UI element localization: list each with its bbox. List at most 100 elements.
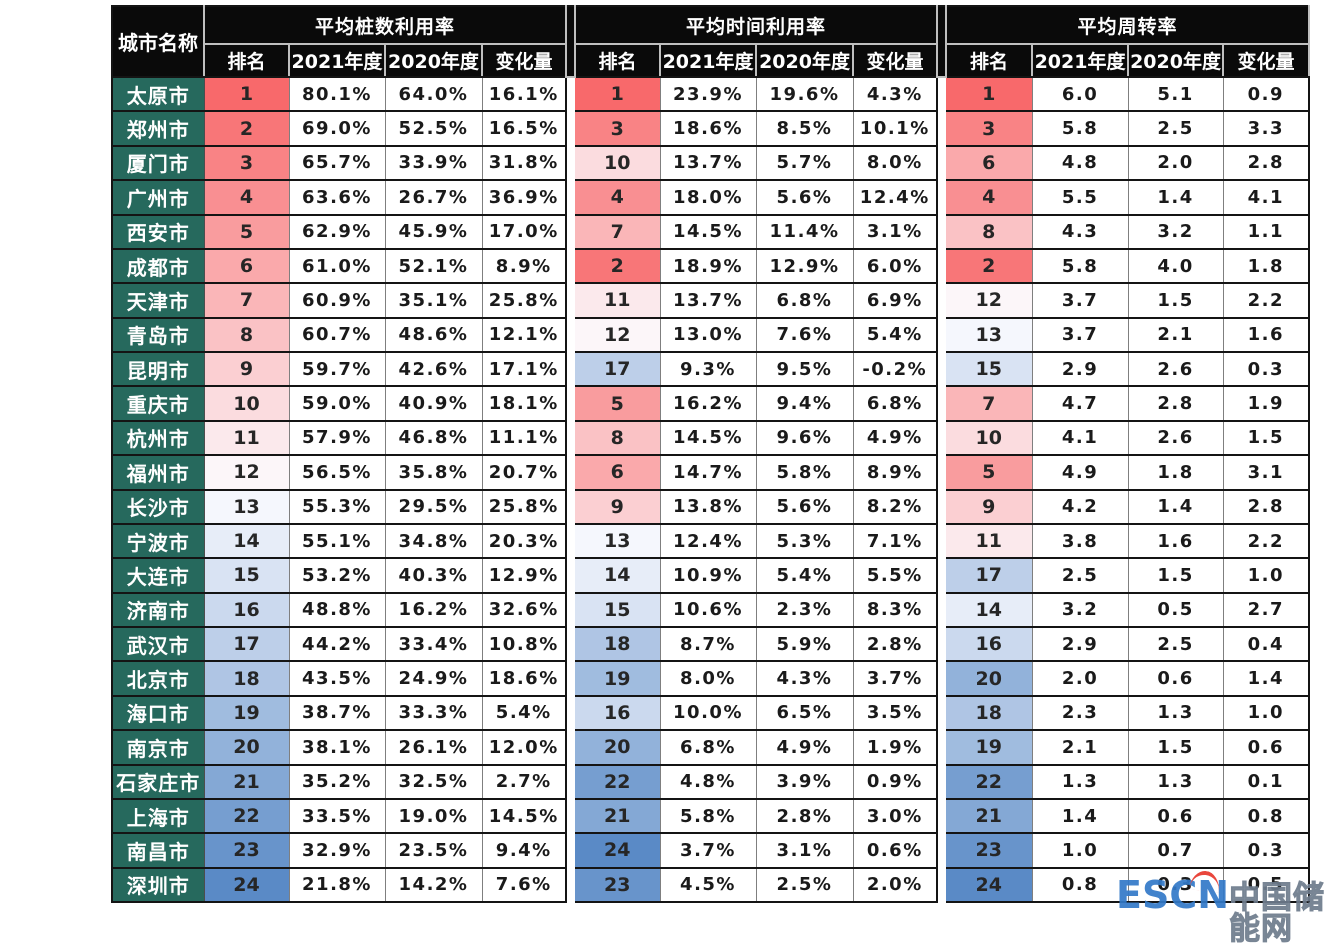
- group-header-time-utilization: 平均时间利用率: [574, 5, 939, 45]
- rank-cell-group1: 5: [204, 214, 290, 250]
- value-cell-y2021-group1: 55.1%: [289, 523, 386, 560]
- value-cell-y2020-group3: 1.5: [1128, 730, 1224, 766]
- group-gap-cell: [937, 489, 947, 525]
- subheader-y2021-group3: 2021年度: [1031, 43, 1130, 78]
- value-cell-delta-group1: 20.7%: [482, 455, 568, 491]
- rank-cell-group2: 1: [575, 77, 661, 113]
- rank-cell-group1: 11: [204, 420, 290, 457]
- value-cell-y2021-group1: 59.7%: [289, 352, 386, 388]
- rank-cell-group1: 21: [204, 764, 290, 800]
- table-row: 宁波市 14 55.1% 34.8% 20.3% 13 12.4% 5.3% 7.1% 11 3.8…: [111, 523, 1311, 560]
- value-cell-y2020-group3: 0.6: [1128, 661, 1224, 697]
- value-cell-y2020-group2: 6.8%: [756, 283, 854, 319]
- group-gap-cell: [937, 661, 947, 697]
- value-cell-delta-group2: -0.2%: [853, 352, 939, 388]
- table-row: 太原市 1 80.1% 64.0% 16.1% 1 23.9% 19.6% 4.3% 1 6.0 5.…: [111, 77, 1311, 113]
- value-cell-y2021-group1: 21.8%: [289, 867, 386, 904]
- value-cell-delta-group1: 12.1%: [482, 317, 568, 354]
- value-cell-y2021-group3: 2.3: [1032, 695, 1129, 732]
- rank-cell-group3: 22: [946, 764, 1033, 800]
- city-cell: 长沙市: [111, 489, 205, 525]
- rank-cell-group2: 15: [575, 592, 661, 629]
- value-cell-y2020-group1: 32.5%: [385, 764, 483, 800]
- value-cell-y2021-group3: 4.9: [1032, 455, 1129, 491]
- city-cell: 济南市: [111, 592, 205, 629]
- value-cell-y2021-group3: 5.8: [1032, 248, 1129, 285]
- value-cell-y2020-group3: 0.6: [1128, 798, 1224, 835]
- value-cell-delta-group2: 6.9%: [853, 283, 939, 319]
- value-cell-y2021-group3: 4.7: [1032, 386, 1129, 422]
- value-cell-y2021-group1: 56.5%: [289, 455, 386, 491]
- table-row: 厦门市 3 65.7% 33.9% 31.8% 10 13.7% 5.7% 8.0% 6 4.8 2.…: [111, 145, 1311, 182]
- value-cell-delta-group2: 8.3%: [853, 592, 939, 629]
- value-cell-delta-group1: 31.8%: [482, 145, 568, 182]
- value-cell-delta-group2: 4.3%: [853, 77, 939, 113]
- value-cell-y2021-group3: 3.7: [1032, 283, 1129, 319]
- value-cell-delta-group2: 5.5%: [853, 558, 939, 594]
- rank-cell-group2: 19: [575, 661, 661, 697]
- value-cell-y2021-group2: 13.0%: [660, 317, 757, 354]
- value-cell-delta-group2: 5.4%: [853, 317, 939, 354]
- group-gap-cell: [937, 180, 947, 216]
- table-row: 武汉市 17 44.2% 33.4% 10.8% 18 8.7% 5.9% 2.8% 16 2.9 2…: [111, 627, 1311, 663]
- subheader-rank-group2: 排名: [574, 43, 662, 78]
- value-cell-y2020-group2: 5.8%: [756, 455, 854, 491]
- value-cell-y2021-group2: 14.5%: [660, 214, 757, 250]
- value-cell-delta-group2: 6.8%: [853, 386, 939, 422]
- value-cell-y2020-group1: 45.9%: [385, 214, 483, 250]
- value-cell-delta-group3: 0.8: [1223, 798, 1311, 835]
- value-cell-delta-group1: 32.6%: [482, 592, 568, 629]
- value-cell-y2020-group3: 3.2: [1128, 214, 1224, 250]
- city-cell: 南京市: [111, 730, 205, 766]
- group-gap-cell: [937, 145, 947, 182]
- rank-cell-group2: 10: [575, 145, 661, 182]
- value-cell-y2020-group3: 2.6: [1128, 420, 1224, 457]
- value-cell-y2021-group1: 69.0%: [289, 111, 386, 147]
- rank-cell-group2: 24: [575, 833, 661, 869]
- rank-cell-group1: 1: [204, 77, 290, 113]
- value-cell-y2021-group1: 53.2%: [289, 558, 386, 594]
- table-row: 海口市 19 38.7% 33.3% 5.4% 16 10.0% 6.5% 3.5% 18 2.3 1…: [111, 695, 1311, 732]
- rank-cell-group1: 8: [204, 317, 290, 354]
- value-cell-delta-group2: 8.9%: [853, 455, 939, 491]
- value-cell-y2021-group2: 10.6%: [660, 592, 757, 629]
- value-cell-delta-group1: 8.9%: [482, 248, 568, 285]
- value-cell-delta-group1: 25.8%: [482, 283, 568, 319]
- group-gap-cell: [566, 627, 576, 663]
- city-cell: 昆明市: [111, 352, 205, 388]
- value-cell-y2021-group1: 60.7%: [289, 317, 386, 354]
- value-cell-y2021-group3: 6.0: [1032, 77, 1129, 113]
- subheader-y2020-group3: 2020年度: [1127, 43, 1225, 78]
- table-row: 昆明市 9 59.7% 42.6% 17.1% 17 9.3% 9.5% -0.2% 15 2.9 2…: [111, 352, 1311, 388]
- value-cell-delta-group2: 7.1%: [853, 523, 939, 560]
- value-cell-y2021-group1: 44.2%: [289, 627, 386, 663]
- value-cell-y2021-group3: 1.0: [1032, 833, 1129, 869]
- group-gap-cell: [566, 833, 576, 869]
- rank-cell-group2: 6: [575, 455, 661, 491]
- group-gap-cell: [566, 111, 576, 147]
- table-row: 济南市 16 48.8% 16.2% 32.6% 15 10.6% 2.3% 8.3% 14 3.2…: [111, 592, 1311, 629]
- city-cell: 北京市: [111, 661, 205, 697]
- value-cell-delta-group2: 0.6%: [853, 833, 939, 869]
- value-cell-y2021-group1: 63.6%: [289, 180, 386, 216]
- table-row: 石家庄市 21 35.2% 32.5% 2.7% 22 4.8% 3.9% 0.9% 22 1.3 1…: [111, 764, 1311, 800]
- value-cell-delta-group3: 0.3: [1223, 833, 1311, 869]
- rank-cell-group3: 7: [946, 386, 1033, 422]
- value-cell-delta-group3: 1.4: [1223, 661, 1311, 697]
- value-cell-delta-group3: 1.8: [1223, 248, 1311, 285]
- group-gap-cell: [937, 695, 947, 732]
- value-cell-y2020-group2: 19.6%: [756, 77, 854, 113]
- table-row: 广州市 4 63.6% 26.7% 36.9% 4 18.0% 5.6% 12.4% 4 5.5 1.…: [111, 180, 1311, 216]
- value-cell-delta-group3: 2.2: [1223, 283, 1311, 319]
- rank-cell-group3: 18: [946, 695, 1033, 732]
- value-cell-delta-group2: 6.0%: [853, 248, 939, 285]
- city-cell: 深圳市: [111, 867, 205, 904]
- rank-cell-group2: 5: [575, 386, 661, 422]
- rank-cell-group3: 16: [946, 627, 1033, 663]
- rank-cell-group1: 12: [204, 455, 290, 491]
- rank-cell-group1: 9: [204, 352, 290, 388]
- rank-cell-group3: 17: [946, 558, 1033, 594]
- group-separator-2: [936, 5, 948, 78]
- rank-cell-group3: 21: [946, 798, 1033, 835]
- value-cell-y2021-group1: 57.9%: [289, 420, 386, 457]
